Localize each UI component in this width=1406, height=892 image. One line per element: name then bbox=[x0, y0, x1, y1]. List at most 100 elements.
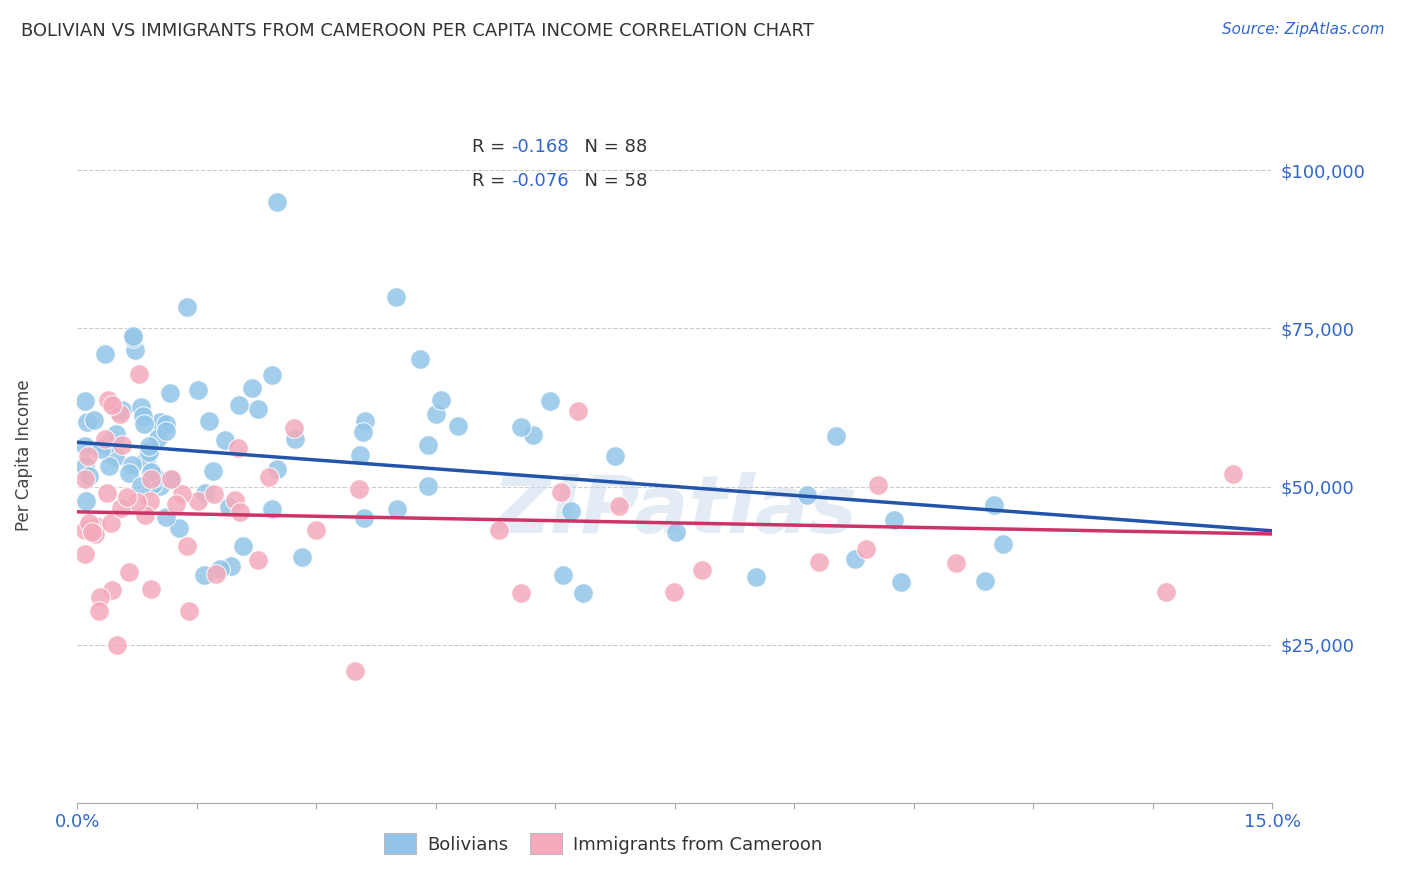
Point bbox=[122, 331, 145, 345]
Point bbox=[991, 537, 1014, 551]
Point bbox=[132, 409, 155, 424]
Point bbox=[142, 476, 165, 491]
Point bbox=[425, 407, 447, 421]
Point bbox=[176, 539, 198, 553]
Point bbox=[844, 551, 866, 566]
Point bbox=[134, 508, 156, 523]
Point bbox=[208, 562, 231, 576]
Point bbox=[118, 565, 141, 579]
Point bbox=[80, 525, 103, 540]
Point bbox=[974, 574, 997, 588]
Point bbox=[187, 383, 209, 397]
Point bbox=[193, 568, 215, 582]
Point bbox=[176, 301, 198, 315]
Point bbox=[138, 445, 160, 459]
Point bbox=[129, 400, 152, 414]
Point bbox=[167, 521, 190, 535]
Point bbox=[690, 564, 713, 578]
Point bbox=[305, 524, 328, 538]
Point bbox=[232, 539, 254, 553]
Point bbox=[890, 574, 912, 589]
Point bbox=[198, 414, 221, 428]
Point bbox=[205, 567, 228, 582]
Point bbox=[983, 498, 1005, 512]
Point bbox=[387, 501, 409, 516]
Point bbox=[522, 427, 544, 442]
Point bbox=[94, 438, 117, 452]
Point bbox=[170, 487, 193, 501]
Point bbox=[75, 547, 97, 561]
Point bbox=[177, 603, 200, 617]
Point bbox=[94, 432, 117, 446]
Point bbox=[146, 431, 169, 445]
Point bbox=[385, 290, 408, 304]
Point bbox=[509, 420, 531, 434]
Point bbox=[343, 665, 366, 679]
Point bbox=[107, 403, 129, 417]
Point bbox=[571, 586, 593, 600]
Point bbox=[808, 555, 831, 569]
Point bbox=[945, 556, 967, 570]
Point bbox=[155, 417, 177, 431]
Point bbox=[883, 513, 905, 527]
Point bbox=[352, 425, 374, 439]
Point bbox=[349, 482, 371, 496]
Point bbox=[84, 519, 107, 533]
Point bbox=[744, 570, 766, 584]
Point bbox=[93, 347, 115, 361]
Point bbox=[127, 495, 149, 509]
Point bbox=[259, 469, 281, 483]
Point bbox=[228, 505, 250, 519]
Point bbox=[796, 488, 818, 502]
Point bbox=[260, 368, 283, 382]
Point bbox=[560, 504, 582, 518]
Point bbox=[266, 462, 288, 476]
Point bbox=[138, 493, 160, 508]
Point bbox=[111, 438, 134, 452]
Point bbox=[567, 404, 589, 418]
Point bbox=[101, 583, 124, 598]
Point bbox=[76, 415, 98, 429]
Point bbox=[260, 501, 283, 516]
Text: Per Capita Income: Per Capita Income bbox=[14, 379, 32, 531]
Point bbox=[218, 500, 240, 514]
Point bbox=[149, 415, 172, 429]
Point bbox=[224, 493, 246, 508]
Text: Source: ZipAtlas.com: Source: ZipAtlas.com bbox=[1222, 22, 1385, 37]
Point bbox=[246, 553, 269, 567]
Point bbox=[240, 381, 263, 395]
Point bbox=[110, 407, 132, 421]
Point bbox=[143, 470, 166, 484]
Point bbox=[139, 466, 162, 480]
Point bbox=[219, 559, 242, 574]
Point bbox=[607, 499, 630, 513]
Point bbox=[416, 479, 439, 493]
Text: ZIPatlas: ZIPatlas bbox=[492, 472, 858, 549]
Point bbox=[75, 458, 97, 473]
Point bbox=[159, 472, 181, 486]
Point bbox=[266, 194, 288, 209]
Point bbox=[551, 568, 574, 582]
Point bbox=[83, 527, 105, 541]
Point bbox=[75, 393, 97, 408]
Point bbox=[1222, 467, 1244, 481]
Point bbox=[128, 367, 150, 381]
Point bbox=[430, 393, 453, 408]
Point bbox=[1156, 584, 1178, 599]
Point bbox=[75, 523, 97, 537]
Point bbox=[665, 524, 688, 539]
Text: N = 88: N = 88 bbox=[574, 137, 648, 156]
Point bbox=[101, 398, 124, 412]
Point bbox=[603, 449, 626, 463]
Point bbox=[825, 429, 848, 443]
Text: R =: R = bbox=[472, 172, 510, 191]
Point bbox=[131, 479, 153, 493]
Text: -0.076: -0.076 bbox=[512, 172, 569, 191]
Point bbox=[77, 449, 100, 463]
Point bbox=[121, 458, 143, 472]
Point bbox=[75, 472, 97, 486]
Point bbox=[664, 585, 686, 599]
Point bbox=[550, 485, 572, 500]
Point bbox=[187, 494, 209, 508]
Point bbox=[416, 437, 439, 451]
